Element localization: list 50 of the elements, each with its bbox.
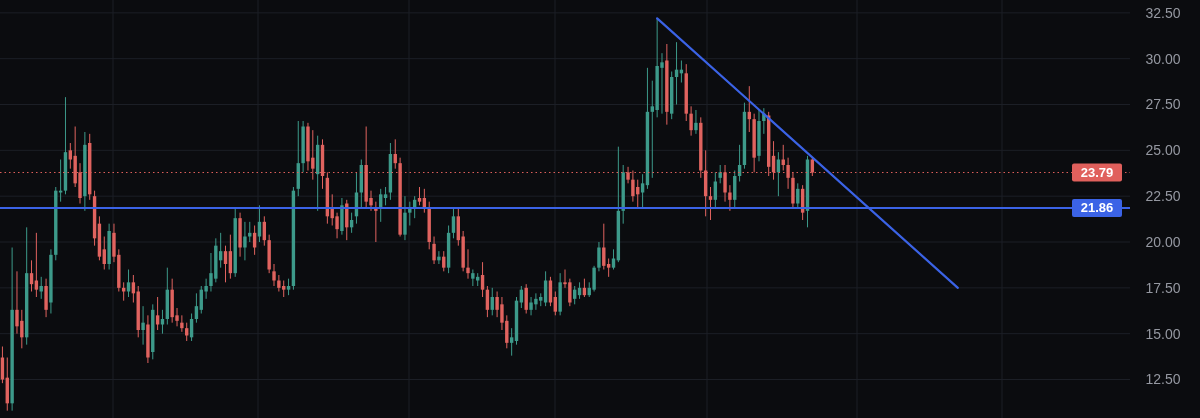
candlestick: [689, 105, 693, 137]
candlestick: [480, 261, 485, 298]
candlestick: [141, 305, 145, 346]
candlestick: [417, 186, 422, 206]
candlestick: [335, 212, 339, 239]
candlestick: [58, 159, 63, 203]
candlestick: [728, 184, 732, 212]
y-tick-label: 30.00: [1145, 50, 1181, 67]
candlestick: [180, 314, 184, 333]
candlestick: [121, 281, 126, 302]
candlestick: [126, 269, 131, 298]
candlestick: [796, 182, 800, 208]
candlestick: [44, 278, 48, 318]
candlestick: [432, 236, 436, 265]
candlestick: [597, 241, 601, 272]
candlestick: [718, 164, 722, 184]
candlestick: [592, 265, 596, 292]
candlestick: [248, 221, 252, 243]
candlestick: [155, 296, 160, 331]
candlestick: [252, 225, 257, 256]
candlestick: [553, 291, 557, 316]
candlestick: [39, 276, 43, 300]
y-tick-label: 25.00: [1145, 142, 1181, 159]
y-tick-label: 22.50: [1145, 188, 1181, 205]
y-tick-label: 17.50: [1145, 279, 1181, 296]
y-tick-label: 15.00: [1145, 325, 1181, 342]
candlestick: [437, 250, 441, 265]
candlestick: [243, 221, 247, 261]
ref-line-label: 23.79: [1080, 165, 1114, 181]
candlestick: [383, 186, 388, 206]
y-tick-label: 12.50: [1145, 371, 1181, 388]
ref-line-label: 21.86: [1080, 200, 1114, 216]
candlestick: [708, 186, 713, 221]
candlestick: [451, 206, 456, 239]
candlestick: [277, 274, 281, 292]
candlestick: [694, 109, 698, 135]
candlestick: [160, 309, 165, 335]
candlestick: [471, 269, 475, 287]
candlestick: [257, 204, 262, 243]
candlestick: [606, 258, 611, 278]
candlestick: [185, 322, 189, 342]
candlestick: [509, 327, 514, 357]
y-tick-label: 32.50: [1145, 4, 1181, 21]
candlestick: [466, 248, 470, 280]
y-tick-label: 27.50: [1145, 96, 1181, 113]
candlestick: [102, 236, 106, 270]
candlestick: [272, 263, 276, 287]
candlestick: [403, 195, 407, 241]
y-tick-label: 20.00: [1145, 233, 1181, 250]
candlestick: [640, 173, 645, 208]
